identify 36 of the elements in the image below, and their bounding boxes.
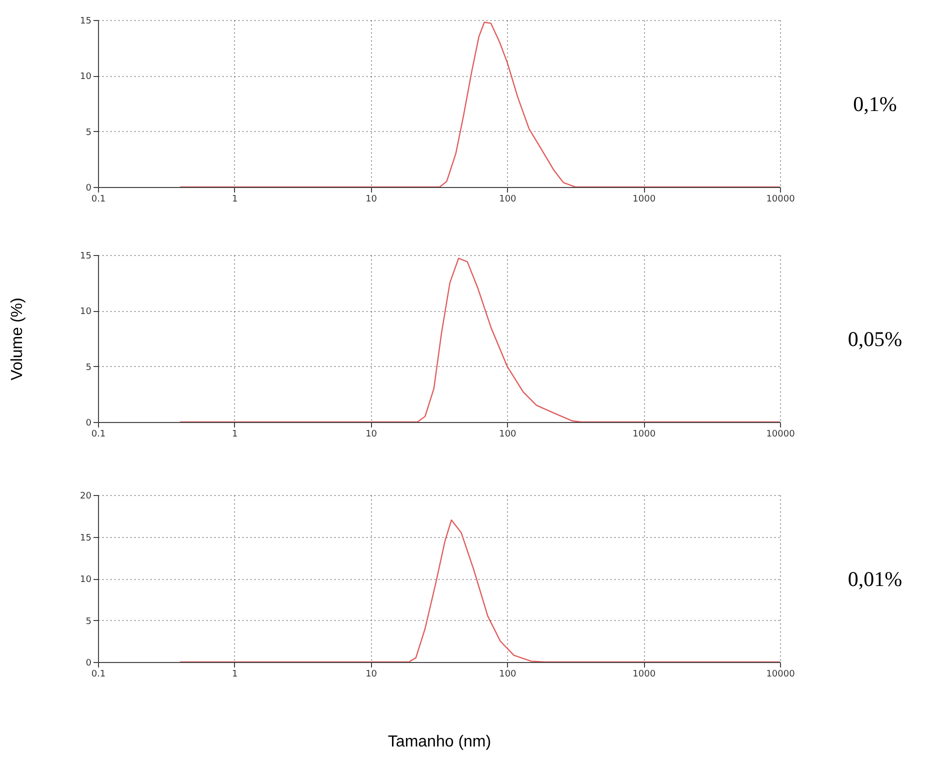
x-tick-label: 100 [499,670,517,680]
y-tick-label: 0 [86,184,92,194]
x-tick-label: 100 [499,430,517,440]
x-tick-label: 1 [232,194,238,204]
x-tick-label: 10 [366,430,378,440]
x-tick-label: 0.1 [91,194,106,204]
y-tick-label: 15 [80,252,92,262]
x-tick-label: 0.1 [91,670,106,680]
x-tick-label: 0.1 [91,430,106,440]
x-tick-label: 1000 [632,670,656,680]
y-tick-label: 10 [80,72,92,82]
x-tick-label: 10000 [766,430,796,440]
text: 0,05% [846,326,904,352]
x-axis-title: Tamanho (nm) [388,734,492,750]
y-tick-label: 0 [86,418,92,428]
text: 0,1% [852,92,898,116]
y-tick-label: 15 [80,533,92,544]
x-tick-label: 1000 [632,194,656,204]
x-tick-label: 10 [366,194,378,204]
y-tick-label: 5 [86,362,92,373]
y-tick-label: 0 [86,658,92,668]
y-tick-label: 10 [80,307,92,318]
y-tick-label: 15 [80,16,92,26]
x-tick-label: 1 [232,430,238,440]
x-tick-label: 1000 [632,430,656,440]
y-tick-label: 20 [80,492,92,502]
y-tick-label: 5 [86,128,92,138]
x-tick-label: 1 [232,670,238,680]
text: 0,01% [846,566,904,592]
x-tick-label: 100 [499,194,517,204]
y-axis-title: Volume (%) [9,298,26,380]
x-tick-label: 10000 [766,670,796,680]
x-tick-label: 10000 [766,194,796,204]
y-tick-label: 5 [86,616,92,627]
y-tick-label: 10 [80,575,92,585]
x-tick-label: 10 [366,670,378,680]
